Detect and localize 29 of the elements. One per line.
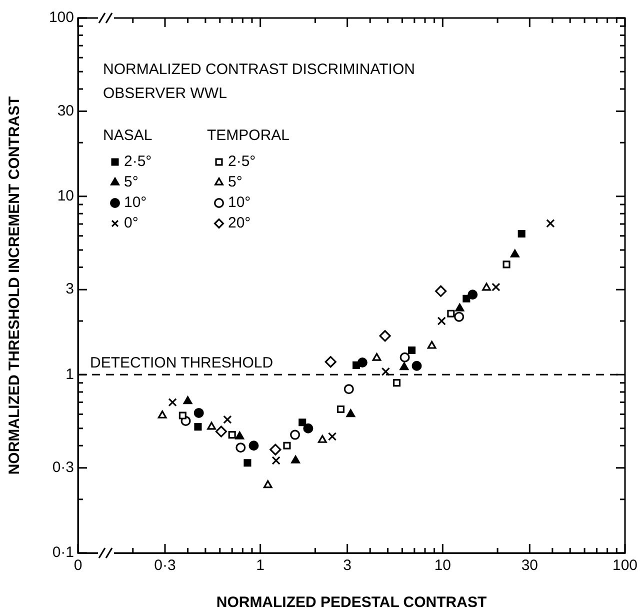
- y-axis-title: NORMALIZED THRESHOLD INCREMENT CONTRAST: [6, 96, 24, 475]
- legend-label: 2·5°: [228, 153, 256, 170]
- x-tick-label: 0·3: [154, 557, 176, 574]
- x-tick-label: 100: [612, 557, 638, 574]
- x-tick-label: 30: [521, 557, 538, 574]
- y-tick-label: 1: [66, 366, 74, 383]
- x-tick-label: 0: [74, 557, 82, 574]
- legend-label: 20°: [228, 214, 251, 232]
- annotation: TEMPORAL: [207, 127, 290, 144]
- y-tick-label: 3: [66, 280, 74, 298]
- y-tick-label: 100: [48, 9, 74, 26]
- y-tick-label: 0·1: [52, 544, 74, 562]
- y-tick-label: 10: [57, 187, 74, 204]
- x-tick-label: 1: [256, 557, 265, 574]
- legend-label: 10°: [124, 194, 147, 212]
- y-tick-label: 0·3: [52, 459, 74, 476]
- legend-label: 0°: [124, 214, 138, 232]
- x-tick-label: 10: [434, 557, 452, 574]
- ref-line-label: DETECTION THRESHOLD: [90, 354, 274, 372]
- legend-label: 2·5°: [124, 153, 152, 170]
- text: NORMALIZED CONTRAST DISCRIMINATION: [103, 61, 415, 78]
- annotation: NASAL: [103, 127, 152, 144]
- legend-label: 10°: [228, 194, 251, 212]
- legend-label: 5°: [228, 174, 242, 191]
- text: OBSERVER WWL: [103, 85, 227, 102]
- x-tick-label: 3: [343, 557, 352, 574]
- legend-label: 5°: [124, 174, 138, 191]
- x-axis-title: NORMALIZED PEDESTAL CONTRAST: [216, 594, 487, 612]
- y-tick-label: 30: [57, 102, 74, 120]
